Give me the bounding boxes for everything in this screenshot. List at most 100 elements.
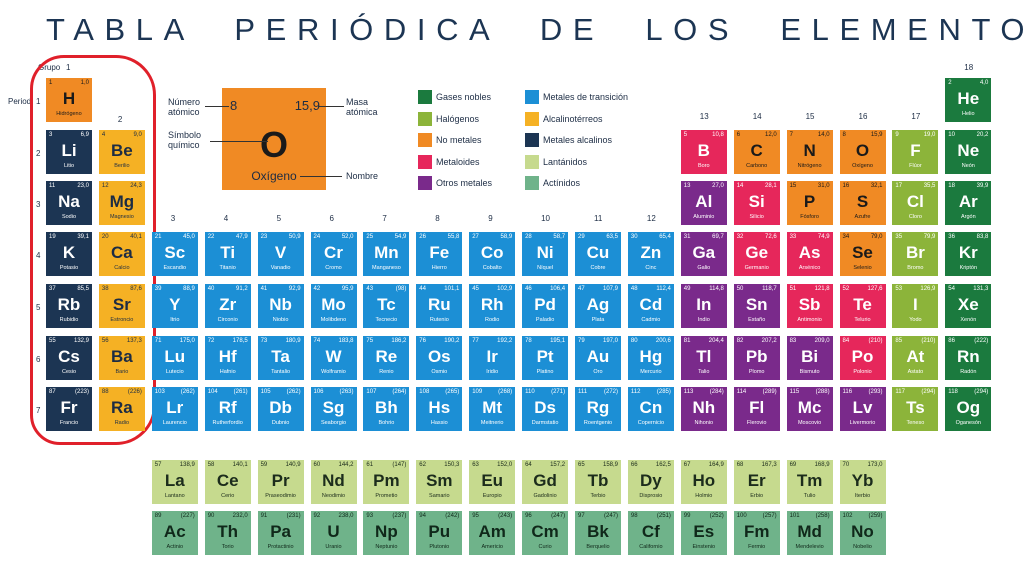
element-name: Fermio (748, 544, 766, 550)
element-cell: 56 137,3 Ba Bario (98, 336, 145, 380)
atomic-number: 54 (948, 286, 955, 292)
element-symbol: Au (586, 347, 610, 366)
element-name: Meitnerio (480, 420, 504, 426)
element-cell: 45 102,9 Rh Rodio (469, 284, 516, 328)
element-cell: 24 52,0 Cr Cromo (310, 232, 357, 276)
element-name: Laurencio (162, 420, 187, 426)
element-name: Torio (221, 544, 234, 550)
element-cell: 102 (259) No Nobelio (839, 511, 886, 555)
atomic-number: 44 (419, 286, 426, 292)
atomic-mass: 112,4 (656, 286, 671, 292)
atomic-number: 96 (525, 513, 532, 519)
atomic-mass: 175,0 (179, 338, 195, 344)
key-number-label: Número atómico (168, 97, 201, 117)
element-symbol: Rb (57, 295, 81, 314)
atomic-number: 69 (789, 462, 797, 468)
element-name: Estaño (748, 317, 766, 323)
atomic-mass: 15,9 (870, 132, 883, 138)
element-cell: 91 (231) Pa Protactinio (257, 511, 304, 555)
key-number: 8 (230, 98, 238, 113)
atomic-number: 65 (578, 462, 585, 468)
group-number: 13 (699, 112, 709, 121)
atomic-mass: 138,9 (179, 462, 195, 468)
atomic-mass: 168,9 (814, 462, 830, 468)
element-name: Plata (591, 317, 605, 323)
atomic-mass: 58,7 (553, 234, 566, 240)
atomic-mass: (288) (815, 389, 830, 395)
element-symbol: Er (747, 471, 766, 490)
element-symbol: K (62, 243, 76, 262)
atomic-mass: 121,8 (814, 286, 830, 292)
element-symbol: Hf (218, 347, 237, 366)
atomic-number: 72 (207, 338, 215, 344)
atomic-mass: 39,1 (77, 234, 89, 240)
element-symbol: Lv (852, 398, 873, 417)
element-symbol: Mn (374, 243, 399, 262)
element-symbol: Cu (586, 243, 610, 262)
atomic-number: 48 (630, 286, 638, 292)
element-cell: 107 (264) Bh Bohrio (363, 387, 410, 431)
element-symbol: Hs (428, 398, 451, 417)
key-symbol-label: Símbolo químico (168, 130, 202, 150)
element-cell: 105 (262) Db Dubnio (257, 387, 304, 431)
element-symbol: Xe (957, 295, 979, 314)
element-cell: 87 (223) Fr Francio (46, 387, 92, 431)
element-symbol: Tl (696, 347, 712, 366)
atomic-mass: 173,0 (867, 462, 883, 468)
atomic-mass: 118,7 (762, 286, 777, 292)
element-cell: 61 (147) Pm Prometio (363, 460, 410, 504)
element-cell: 58 140,1 Ce Cerio (204, 460, 251, 504)
atomic-number: 117 (895, 389, 905, 395)
atomic-mass: 180,9 (285, 338, 301, 344)
element-name: Hidrógeno (56, 111, 82, 117)
element-cell: 73 180,9 Ta Tantalio (257, 336, 304, 380)
element-name: Americio (481, 544, 503, 550)
atomic-mass: (231) (286, 513, 301, 519)
element-name: Rutherfordio (212, 420, 243, 426)
element-cell: 54 131,3 Xe Xenón (945, 284, 992, 328)
atomic-mass: 137,3 (126, 338, 142, 344)
element-cell: 19 39,1 K Potasio (46, 232, 92, 276)
element-name: Xenón (960, 317, 977, 323)
atomic-mass: 4,0 (979, 80, 989, 86)
element-cell: 38 87,6 Sr Estroncio (98, 284, 145, 328)
atomic-mass: 132,9 (73, 338, 89, 344)
atomic-mass: 183,8 (338, 338, 354, 344)
element-name: Oganesón (955, 420, 981, 426)
element-cell: 99 (252) Es Einstenio (680, 511, 727, 555)
element-symbol: Si (748, 192, 765, 211)
element-cell: 25 54,9 Mn Manganeso (363, 232, 410, 276)
group-number: 12 (646, 214, 656, 223)
atomic-number: 67 (683, 462, 691, 468)
legend-swatch (418, 154, 432, 169)
element-symbol: Pd (534, 295, 556, 314)
element-symbol: Hg (639, 347, 663, 366)
legend-label: Metales de transición (543, 92, 629, 102)
atomic-mass: (265) (445, 389, 460, 395)
element-cell: 55 132,9 Cs Cesio (46, 336, 92, 380)
element-cell: 51 121,8 Sb Antimonio (786, 284, 833, 328)
element-name: Cesio (61, 369, 77, 375)
element-name: Bohrio (378, 420, 395, 426)
element-symbol: No (851, 522, 874, 541)
atomic-mass: 83,8 (976, 234, 989, 240)
element-symbol: C (750, 141, 763, 160)
element-name: Circonio (217, 317, 238, 323)
element-symbol: Pr (271, 471, 290, 490)
atomic-number: 108 (419, 389, 430, 395)
element-symbol: Ts (906, 398, 925, 417)
element-cell: 94 (242) Pu Plutonio (416, 511, 463, 555)
group-number: 11 (594, 214, 603, 223)
element-name: Livermorio (849, 420, 876, 426)
atomic-number: 19 (49, 234, 56, 240)
element-name: Oxígeno (852, 163, 873, 169)
atomic-number: 29 (578, 234, 585, 240)
atomic-number: 20 (101, 234, 109, 240)
element-symbol: Bh (375, 398, 398, 417)
element-cell: 112 (285) Cn Copernicio (627, 387, 674, 431)
element-name: Copernicio (637, 420, 665, 426)
atomic-mass: (268) (498, 389, 513, 395)
element-cell: 63 152,0 Eu Europio (469, 460, 516, 504)
element-name: Manganeso (372, 265, 401, 271)
